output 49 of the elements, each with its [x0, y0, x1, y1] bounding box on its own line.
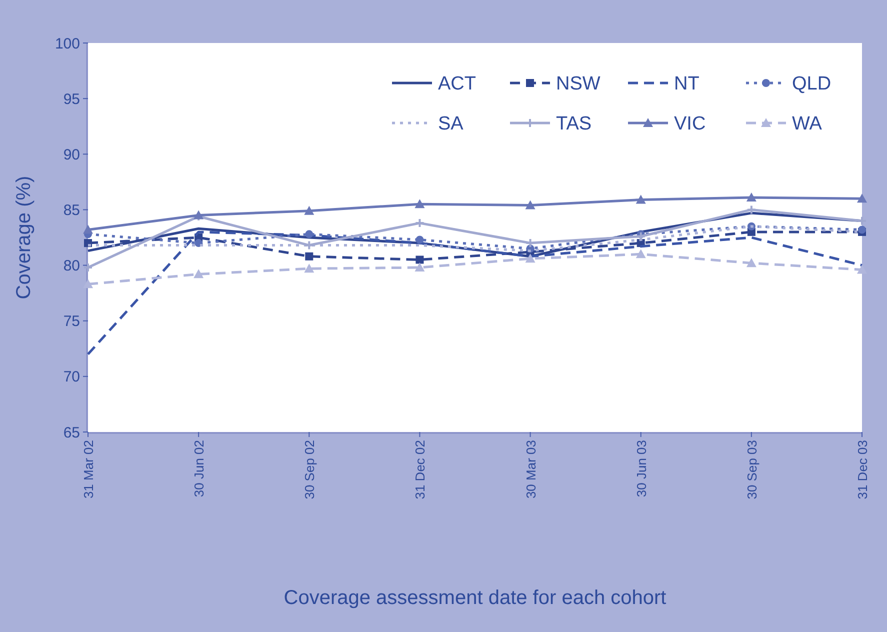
- x-tick-label: 30 Jun 02: [192, 440, 207, 498]
- legend-label: SA: [438, 114, 464, 135]
- point: [194, 239, 203, 248]
- x-tick-label: 30 Mar 03: [523, 440, 538, 499]
- y-tick-label: 90: [63, 146, 80, 164]
- y-axis-title: Coverage (%): [13, 176, 35, 300]
- y-tick-label: 95: [63, 90, 80, 108]
- x-tick-label: 31 Dec 02: [412, 440, 428, 500]
- point: [416, 236, 424, 244]
- x-tick-label: 31 Mar 02: [81, 440, 96, 499]
- point: [304, 264, 314, 273]
- point: [525, 254, 536, 263]
- legend-label: TAS: [556, 114, 592, 135]
- x-tick-label: 30 Jun 03: [634, 440, 649, 498]
- legend-label: QLD: [792, 74, 832, 95]
- point: [857, 264, 867, 274]
- legend-label: WA: [792, 114, 822, 135]
- point: [304, 206, 314, 215]
- point: [194, 269, 204, 278]
- point: [305, 252, 314, 260]
- y-tick-label: 100: [54, 35, 80, 52]
- point: [83, 224, 93, 234]
- y-tick-label: 85: [63, 202, 80, 219]
- point: [746, 204, 756, 215]
- point: [857, 194, 867, 203]
- point: [636, 231, 646, 242]
- point: [525, 200, 536, 210]
- x-tick-label: 30 Sep 02: [302, 440, 318, 500]
- x-tick-label: 31 Dec 03: [855, 440, 870, 500]
- point: [414, 199, 425, 208]
- x-tick-label: 30 Sep 03: [744, 440, 760, 500]
- point: [636, 194, 646, 204]
- legend-label: VIC: [674, 114, 706, 135]
- point: [636, 249, 646, 258]
- point: [746, 192, 756, 202]
- point: [414, 218, 425, 228]
- y-tick-label: 80: [63, 258, 80, 275]
- point: [746, 258, 756, 268]
- point: [83, 279, 93, 288]
- y-tick-label: 75: [63, 313, 80, 330]
- legend-label: NT: [674, 74, 700, 95]
- point: [414, 262, 425, 272]
- point: [416, 256, 424, 264]
- legend-label: ACT: [438, 74, 476, 95]
- legend-label: NSW: [556, 74, 600, 95]
- y-tick-label: 70: [63, 368, 80, 386]
- x-axis-title: Coverage assessment date for each cohort: [284, 587, 667, 609]
- point: [305, 230, 314, 238]
- y-tick-label: 65: [63, 424, 80, 442]
